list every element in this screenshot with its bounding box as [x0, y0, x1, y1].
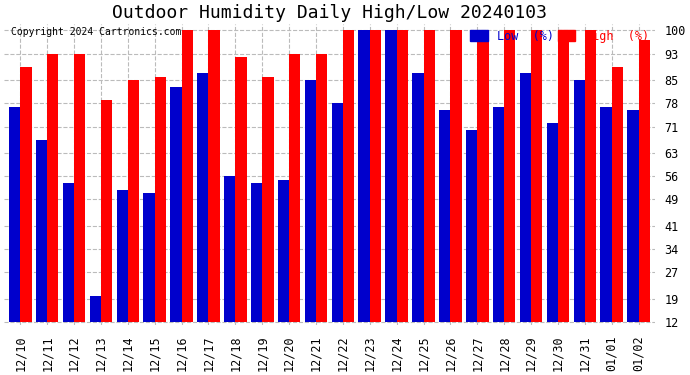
Bar [531, 30, 542, 322]
Bar [47, 54, 59, 322]
Bar [439, 110, 451, 322]
Bar [451, 30, 462, 322]
Bar [359, 30, 370, 322]
Bar [90, 296, 101, 322]
Bar [573, 80, 585, 322]
Bar [612, 67, 623, 322]
Title: Outdoor Humidity Daily High/Low 20240103: Outdoor Humidity Daily High/Low 20240103 [112, 4, 547, 22]
Bar [9, 106, 20, 322]
Bar [20, 67, 32, 322]
Bar [36, 140, 47, 322]
Bar [117, 189, 128, 322]
Bar [412, 74, 424, 322]
Bar [262, 77, 273, 322]
Bar [386, 30, 397, 322]
Text: Copyright 2024 Cartronics.com: Copyright 2024 Cartronics.com [10, 27, 181, 37]
Bar [181, 30, 193, 322]
Bar [316, 54, 327, 322]
Bar [305, 80, 316, 322]
Bar [493, 106, 504, 322]
Bar [639, 40, 650, 322]
Bar [197, 74, 208, 322]
Bar [627, 110, 639, 322]
Bar [74, 54, 86, 322]
Bar [101, 100, 112, 322]
Bar [477, 30, 489, 322]
Bar [144, 193, 155, 322]
Bar [251, 183, 262, 322]
Bar [397, 30, 408, 322]
Bar [128, 80, 139, 322]
Bar [170, 87, 181, 322]
Bar [546, 123, 558, 322]
Bar [558, 30, 569, 322]
Bar [585, 30, 596, 322]
Bar [235, 57, 246, 322]
Bar [466, 130, 477, 322]
Bar [424, 30, 435, 322]
Bar [504, 30, 515, 322]
Bar [289, 54, 300, 322]
Bar [520, 74, 531, 322]
Bar [155, 77, 166, 322]
Bar [370, 30, 381, 322]
Legend: Low  (%), High  (%): Low (%), High (%) [470, 30, 649, 43]
Bar [63, 183, 74, 322]
Bar [208, 30, 220, 322]
Bar [278, 180, 289, 322]
Bar [224, 176, 235, 322]
Bar [332, 103, 343, 322]
Bar [343, 30, 354, 322]
Bar [600, 106, 612, 322]
